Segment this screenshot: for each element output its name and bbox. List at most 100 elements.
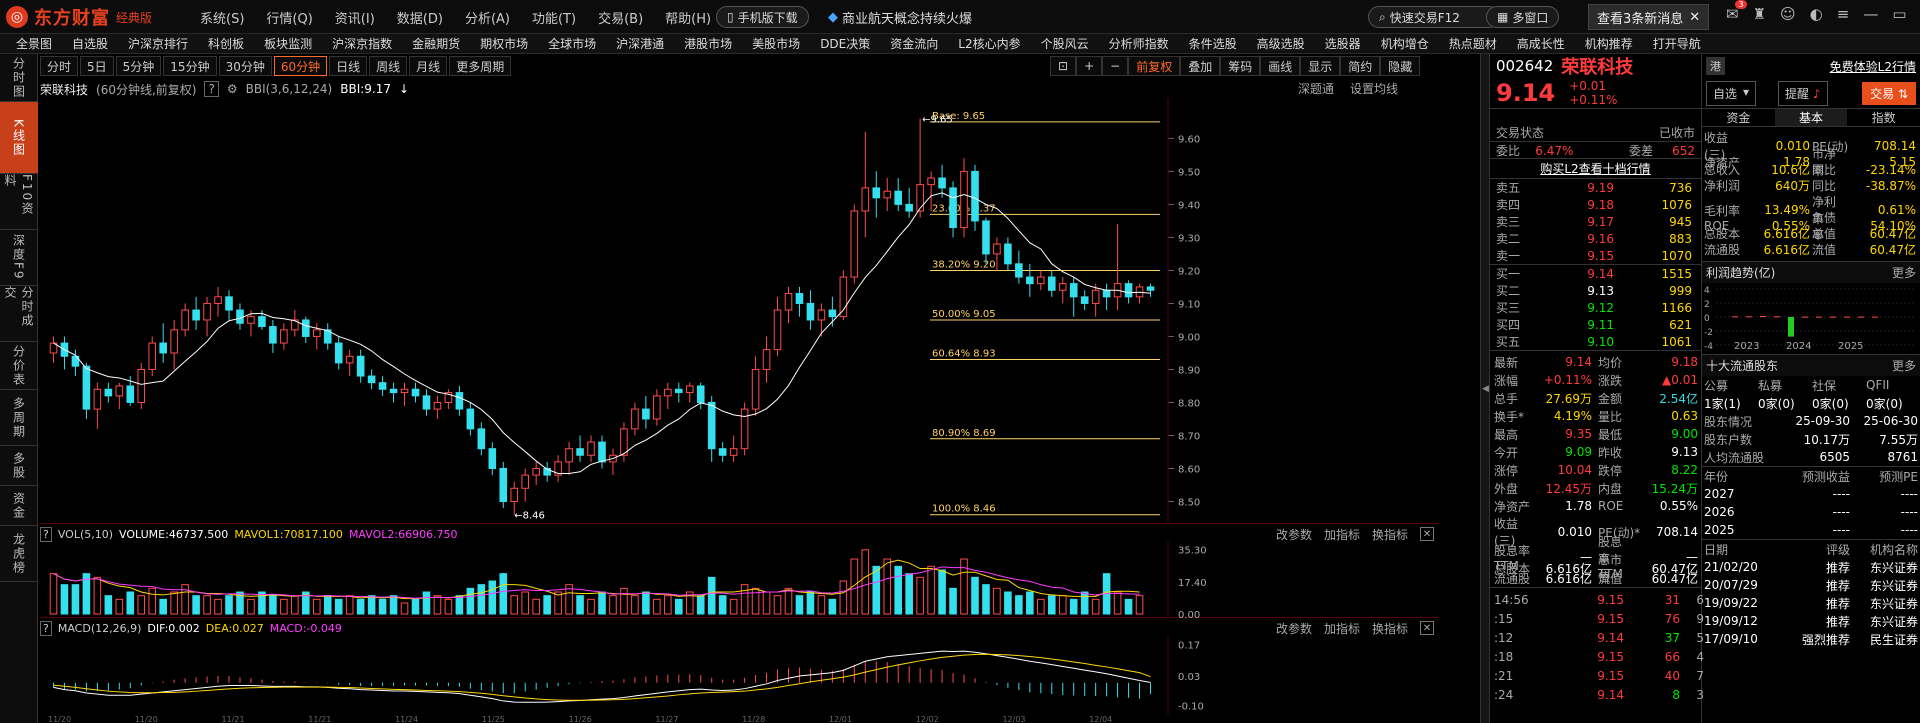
- rating-row[interactable]: 20/07/29 推荐 东兴证券: [1702, 576, 1920, 594]
- menu-6[interactable]: 交易(B): [598, 11, 644, 27]
- macd-chart[interactable]: 0.17 0.03 -0.10: [40, 636, 1438, 714]
- rail-item-0[interactable]: 分时图: [0, 54, 38, 102]
- candle-body[interactable]: [839, 276, 848, 318]
- nav-item-5[interactable]: 沪深京指数: [332, 37, 393, 51]
- candle-body[interactable]: [927, 177, 935, 186]
- period-2[interactable]: 5分钟: [115, 56, 162, 76]
- menu-0[interactable]: 系统(S): [200, 11, 245, 27]
- nav-item-3[interactable]: 科创板: [208, 37, 245, 51]
- nav-item-12[interactable]: DDE决策: [820, 37, 871, 51]
- candle-body[interactable]: [104, 388, 113, 397]
- candle-body[interactable]: [631, 408, 639, 430]
- tool-0[interactable]: 前复权: [1128, 56, 1181, 76]
- macd-opt-1[interactable]: 加指标: [1323, 621, 1360, 636]
- candle-body[interactable]: [620, 428, 628, 456]
- period-9[interactable]: 更多周期: [449, 56, 512, 76]
- candle-body[interactable]: [653, 395, 661, 420]
- remind-button[interactable]: 提醒 ♪: [1778, 80, 1828, 106]
- ask-row[interactable]: 卖一 9.15 1070: [1490, 247, 1701, 264]
- candle-body[interactable]: [71, 355, 80, 367]
- candle-body[interactable]: [521, 474, 529, 489]
- mail-icon[interactable]: ✉ 3: [1726, 0, 1747, 23]
- nav-item-9[interactable]: 沪深港通: [616, 37, 665, 51]
- macd-label[interactable]: MACD(12,26,9): [57, 621, 142, 635]
- period-6[interactable]: 日线: [329, 56, 368, 76]
- candle-body[interactable]: [1004, 243, 1012, 265]
- tool-1[interactable]: 叠加: [1180, 56, 1221, 76]
- candle-body[interactable]: [225, 296, 233, 311]
- ask-row[interactable]: 卖五 9.19 736: [1490, 179, 1701, 196]
- menu-3[interactable]: 数据(D): [396, 11, 443, 27]
- candle-body[interactable]: [269, 326, 277, 344]
- nav-item-22[interactable]: 高成长性: [1516, 37, 1565, 51]
- gear-icon[interactable]: ⚙: [226, 82, 238, 96]
- macd-panel[interactable]: 0.17 0.03 -0.10: [40, 636, 1438, 714]
- volume-chart[interactable]: 35.30 17.40 0.00: [40, 542, 1438, 621]
- candle-body[interactable]: [751, 368, 760, 410]
- nav-item-20[interactable]: 机构增仓: [1380, 37, 1429, 51]
- nav-item-0[interactable]: 全景图: [16, 37, 53, 51]
- candle-body[interactable]: [554, 461, 562, 476]
- nav-item-7[interactable]: 期权市场: [480, 37, 529, 51]
- close-icon[interactable]: ✕: [1689, 9, 1701, 25]
- candle-body[interactable]: [894, 190, 902, 205]
- ad-banner[interactable]: ◆ 商业航天概念持续火爆: [828, 6, 972, 28]
- menu-7[interactable]: 帮助(H): [665, 11, 712, 27]
- nav-item-13[interactable]: 资金流向: [890, 37, 939, 51]
- candle-body[interactable]: [543, 467, 551, 476]
- nav-item-10[interactable]: 港股市场: [684, 37, 733, 51]
- panel-splitter[interactable]: ◀: [1480, 54, 1490, 723]
- candle-body[interactable]: [400, 388, 409, 394]
- candle-body[interactable]: [762, 349, 771, 370]
- candle-body[interactable]: [828, 309, 837, 318]
- bid-row[interactable]: 买一 9.14 1515: [1490, 265, 1701, 282]
- candle-body[interactable]: [510, 487, 519, 502]
- candle-body[interactable]: [587, 441, 595, 456]
- maximize-icon[interactable]: ▭: [1892, 5, 1907, 23]
- candle-body[interactable]: [1015, 263, 1023, 278]
- candle-body[interactable]: [367, 375, 376, 384]
- candle-body[interactable]: [773, 309, 782, 351]
- period-3[interactable]: 15分钟: [163, 56, 217, 76]
- candle-body[interactable]: [784, 293, 793, 311]
- candle-body[interactable]: [576, 448, 584, 456]
- candle-body[interactable]: [203, 302, 211, 321]
- kline-panel[interactable]: 9.60 9.50 9.40 9.30 9.20 9.10 9.00 8.90 8.80 8.70…: [40, 98, 1438, 524]
- nav-item-21[interactable]: 热点题材: [1448, 37, 1497, 51]
- nav-item-6[interactable]: 金融期货: [412, 37, 461, 51]
- candle-body[interactable]: [356, 355, 365, 377]
- nav-item-17[interactable]: 条件选股: [1188, 37, 1237, 51]
- candle-body[interactable]: [740, 408, 749, 450]
- candle-body[interactable]: [82, 365, 91, 410]
- menu-5[interactable]: 功能(T): [531, 11, 577, 27]
- person-icon[interactable]: ☺: [1780, 5, 1796, 23]
- tool-5[interactable]: 简约: [1340, 56, 1381, 76]
- vol-opt-1[interactable]: 加指标: [1323, 527, 1360, 542]
- candle-body[interactable]: [861, 187, 870, 212]
- candle-body[interactable]: [258, 316, 266, 328]
- candle-body[interactable]: [675, 388, 683, 394]
- candle-body[interactable]: [685, 385, 694, 394]
- candle-body[interactable]: [280, 329, 288, 344]
- candle-body[interactable]: [466, 408, 475, 430]
- candle-body[interactable]: [488, 448, 497, 469]
- tool-6[interactable]: 隐藏: [1380, 56, 1421, 76]
- candle-body[interactable]: [378, 382, 387, 390]
- candle-body[interactable]: [850, 210, 859, 278]
- free-l2-link[interactable]: 免费体验L2行情: [1829, 59, 1916, 74]
- nav-item-19[interactable]: 选股器: [1324, 37, 1361, 51]
- mobile-download-button[interactable]: ▯ 手机版下载: [716, 6, 809, 28]
- period-7[interactable]: 周线: [369, 56, 408, 76]
- minimize-icon[interactable]: —: [1863, 5, 1879, 23]
- collapse-arrow-icon[interactable]: ◀: [1482, 384, 1489, 394]
- vol-label[interactable]: VOL(5,10): [57, 527, 114, 541]
- vol-opt-2[interactable]: 换指标: [1371, 527, 1408, 542]
- bid-row[interactable]: 买五 9.10 1061: [1490, 333, 1701, 350]
- rating-row[interactable]: 21/02/20 推荐 东兴证券: [1702, 558, 1920, 576]
- period-5[interactable]: 60分钟: [273, 56, 328, 76]
- tool-2[interactable]: 筹码: [1220, 56, 1261, 76]
- candle-body[interactable]: [565, 448, 573, 463]
- rail-item-7[interactable]: 多股: [0, 446, 38, 486]
- rail-item-6[interactable]: 多周期: [0, 390, 38, 446]
- candle-body[interactable]: [170, 329, 178, 354]
